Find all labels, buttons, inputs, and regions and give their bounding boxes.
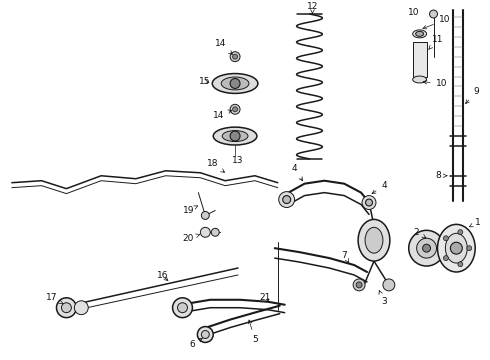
Ellipse shape	[213, 127, 257, 145]
Circle shape	[362, 195, 376, 210]
Text: 4: 4	[372, 181, 387, 194]
Circle shape	[458, 230, 463, 235]
Text: 15: 15	[198, 77, 210, 86]
Ellipse shape	[365, 228, 383, 253]
Circle shape	[172, 298, 193, 318]
Circle shape	[74, 301, 88, 315]
Circle shape	[211, 228, 219, 236]
Circle shape	[353, 279, 365, 291]
Text: 20: 20	[183, 234, 200, 243]
Text: 12: 12	[307, 1, 318, 13]
Circle shape	[61, 303, 72, 313]
Circle shape	[366, 199, 372, 206]
Circle shape	[233, 107, 238, 112]
Circle shape	[443, 236, 448, 241]
Text: 10: 10	[408, 8, 419, 17]
Text: 17: 17	[46, 293, 63, 303]
Circle shape	[177, 303, 188, 313]
Circle shape	[409, 230, 444, 266]
Text: 1: 1	[469, 218, 481, 227]
Text: 10: 10	[423, 79, 447, 88]
Polygon shape	[413, 42, 427, 77]
Ellipse shape	[413, 76, 427, 83]
Circle shape	[467, 246, 472, 251]
Ellipse shape	[222, 131, 248, 141]
Ellipse shape	[416, 31, 423, 36]
Ellipse shape	[358, 219, 390, 261]
Circle shape	[422, 244, 431, 252]
Circle shape	[458, 262, 463, 267]
Circle shape	[356, 282, 362, 288]
Text: 6: 6	[190, 338, 202, 349]
Circle shape	[230, 52, 240, 62]
Circle shape	[200, 228, 210, 237]
Circle shape	[230, 131, 240, 141]
Text: 9: 9	[466, 87, 479, 104]
Text: 4: 4	[292, 164, 302, 181]
Text: 19: 19	[183, 206, 197, 215]
Text: 7: 7	[342, 251, 349, 262]
Circle shape	[230, 104, 240, 114]
Text: 18: 18	[206, 159, 224, 172]
Ellipse shape	[212, 73, 258, 93]
Circle shape	[443, 256, 448, 261]
Text: 3: 3	[379, 291, 387, 306]
Ellipse shape	[413, 30, 427, 38]
Text: 5: 5	[248, 320, 258, 344]
Circle shape	[201, 330, 209, 338]
Circle shape	[201, 211, 209, 219]
Circle shape	[230, 78, 240, 89]
Ellipse shape	[438, 224, 475, 272]
Text: 14: 14	[213, 110, 232, 120]
Text: 2: 2	[414, 228, 426, 238]
Text: 16: 16	[157, 271, 169, 280]
Circle shape	[279, 192, 294, 207]
Text: 11: 11	[429, 35, 443, 49]
Text: 10: 10	[423, 15, 450, 29]
Circle shape	[416, 238, 437, 258]
Circle shape	[383, 279, 395, 291]
Ellipse shape	[221, 77, 249, 90]
Ellipse shape	[445, 233, 467, 263]
Circle shape	[233, 54, 238, 59]
Circle shape	[283, 195, 291, 203]
Text: 8: 8	[436, 171, 447, 180]
Circle shape	[430, 10, 438, 18]
Circle shape	[197, 327, 213, 342]
Circle shape	[56, 298, 76, 318]
Text: 21: 21	[259, 293, 270, 302]
Text: 14: 14	[215, 39, 232, 54]
Circle shape	[450, 242, 462, 254]
Text: 13: 13	[232, 156, 244, 165]
